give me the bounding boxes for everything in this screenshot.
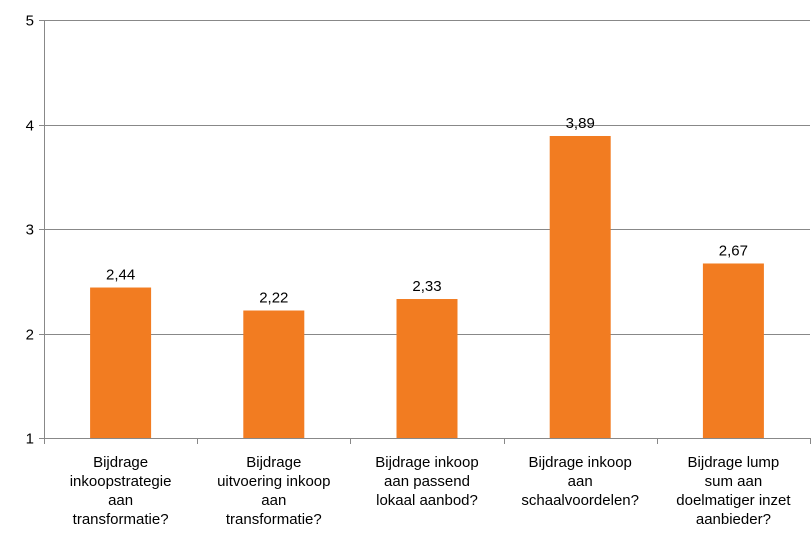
category-label: Bijdrage inkoop <box>528 454 631 471</box>
category-label: Bijdrage <box>93 454 148 471</box>
category-label: aan <box>108 492 133 509</box>
y-tick-label: 3 <box>26 222 34 239</box>
y-tick-label: 1 <box>26 431 34 448</box>
data-label: 2,67 <box>719 242 748 259</box>
y-tick-labels: 1 2 3 4 5 <box>26 13 34 448</box>
data-label: 2,33 <box>412 278 441 295</box>
category-label: aan <box>261 492 286 509</box>
category-label: Bijdrage lump <box>688 454 780 471</box>
y-tick-label: 2 <box>26 327 34 344</box>
category-label: aanbieder? <box>696 511 771 528</box>
category-label: Bijdrage inkoop <box>375 454 478 471</box>
bar <box>243 310 305 438</box>
category-label: Bijdrage <box>246 454 301 471</box>
category-label: aan <box>568 473 593 490</box>
category-label: doelmatiger inzet <box>676 492 791 509</box>
category-label: inkoopstrategie <box>70 473 172 490</box>
data-label: 2,22 <box>259 290 288 307</box>
bar <box>702 263 764 438</box>
category-label: uitvoering inkoop <box>217 473 330 490</box>
data-label: 2,44 <box>106 267 135 284</box>
bar <box>90 287 152 438</box>
data-labels: 2,44 2,22 2,33 3,89 2,67 <box>106 115 748 307</box>
category-label: lokaal aanbod? <box>376 492 478 509</box>
bars <box>90 135 764 438</box>
category-labels: Bijdrage inkoopstrategie aan transformatie?… <box>70 454 792 528</box>
category-label: schaalvoordelen? <box>521 492 639 509</box>
y-tick-label: 4 <box>26 118 34 135</box>
axes <box>39 20 811 444</box>
bar <box>549 135 611 438</box>
data-label: 3,89 <box>566 115 595 132</box>
category-label: transformatie? <box>73 511 169 528</box>
category-label: transformatie? <box>226 511 322 528</box>
y-tick-label: 5 <box>26 13 34 30</box>
category-label: sum aan <box>705 473 763 490</box>
category-label: aan passend <box>384 473 470 490</box>
bar <box>396 299 458 438</box>
